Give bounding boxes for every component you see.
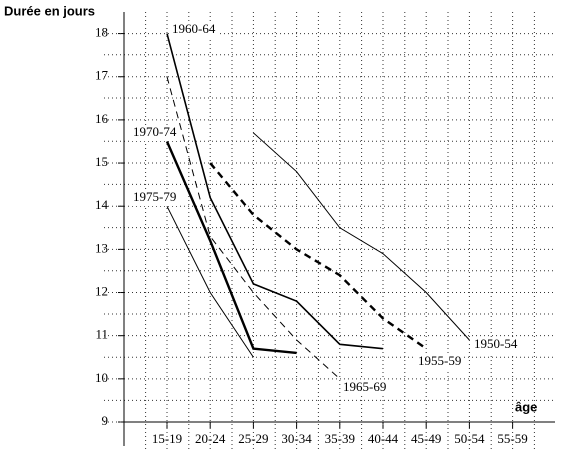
series-line xyxy=(209,162,427,350)
x-axis-label: âge xyxy=(515,399,537,414)
series-label: 1950-54 xyxy=(474,336,518,351)
x-tick-label: 50-54 xyxy=(454,431,485,446)
x-tick-label: 40-44 xyxy=(368,431,399,446)
y-tick-label: 12 xyxy=(95,284,108,299)
series-label: 1965-69 xyxy=(343,379,386,394)
series-label: 1975-79 xyxy=(133,189,176,204)
x-tick-label: 20-24 xyxy=(195,431,226,446)
series-label: 1955-59 xyxy=(418,353,461,368)
label-bg xyxy=(416,354,464,370)
x-tick-label: 25-29 xyxy=(238,431,268,446)
label-bg xyxy=(341,380,389,396)
y-tick-label: 17 xyxy=(95,68,109,83)
y-tick-label: 18 xyxy=(95,25,108,40)
series-line xyxy=(166,33,384,350)
x-tick-label: 55-59 xyxy=(497,431,527,446)
series-line xyxy=(166,76,341,380)
label-bg xyxy=(131,125,179,141)
y-axis-label: Durée en jours xyxy=(4,3,95,18)
y-tick-label: 9 xyxy=(102,413,109,428)
x-tick-label: 30-34 xyxy=(281,431,312,446)
y-tick-label: 10 xyxy=(95,370,108,385)
y-tick-label: 11 xyxy=(95,327,108,342)
x-tick-label: 35-39 xyxy=(325,431,355,446)
series-label: 1960-64 xyxy=(172,21,216,36)
label-bg xyxy=(170,22,218,38)
label-bg xyxy=(131,190,179,206)
series-line xyxy=(165,140,297,355)
series-line xyxy=(166,205,254,358)
y-tick-label: 16 xyxy=(95,111,109,126)
label-bg xyxy=(472,337,520,353)
series-label: 1970-74 xyxy=(133,124,177,139)
series-line xyxy=(253,132,470,341)
y-tick-label: 15 xyxy=(95,154,108,169)
x-tick-label: 15-19 xyxy=(152,431,182,446)
x-tick-label: 45-49 xyxy=(411,431,441,446)
y-tick-label: 13 xyxy=(95,240,108,255)
y-tick-label: 14 xyxy=(95,197,109,212)
